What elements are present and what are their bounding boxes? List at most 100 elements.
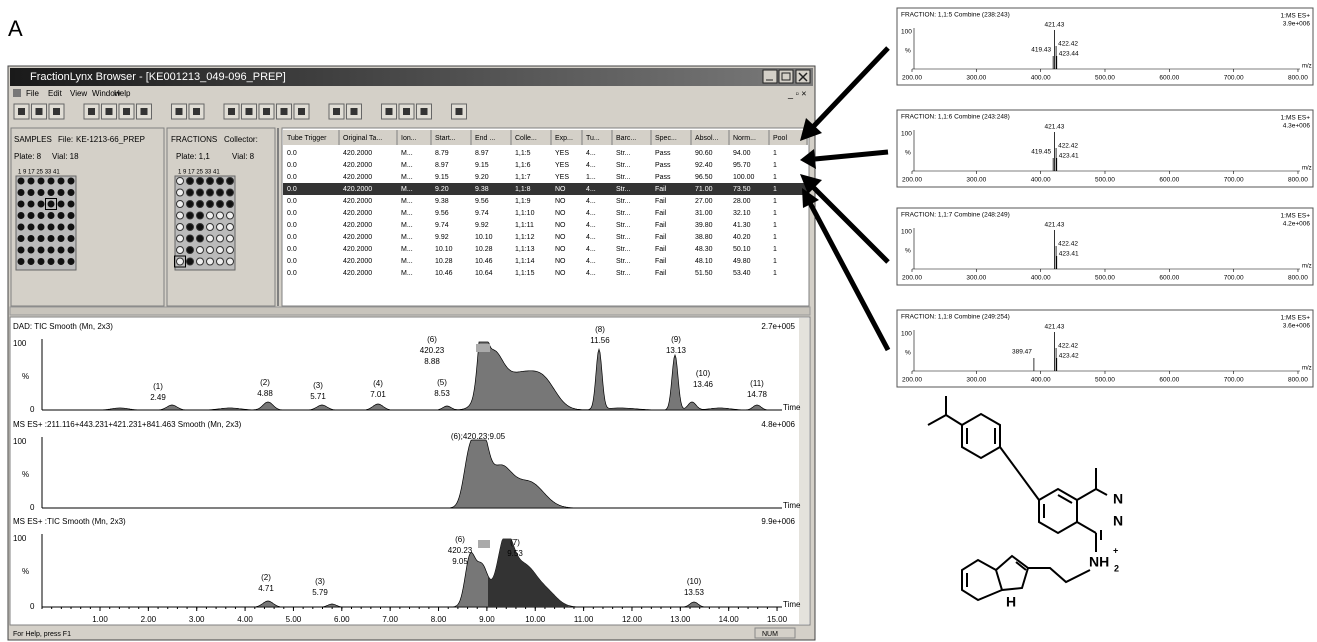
table-cell: 1 xyxy=(773,270,777,277)
spectrum-x-tick-label: 700.00 xyxy=(1224,177,1244,184)
fraction-well xyxy=(227,201,234,208)
table-cell: Str... xyxy=(616,234,630,241)
peak-label: (8) xyxy=(595,325,605,334)
spectrum-mode: 1:MS ES+ xyxy=(1281,115,1311,122)
table-cell: 8.79 xyxy=(435,150,449,157)
samples-file: KE-1213-66_PREP xyxy=(76,135,145,144)
trace-title: DAD: TIC Smooth (Mn, 2x3) xyxy=(13,322,113,331)
spectrum-x-label: m/z xyxy=(1302,264,1312,270)
spectrum-x-tick-label: 600.00 xyxy=(1159,377,1179,384)
table-cell: 1,1:14 xyxy=(515,258,535,265)
fraction-well xyxy=(187,189,194,196)
sample-well xyxy=(48,212,55,219)
menu-item[interactable]: File xyxy=(26,89,39,98)
menu-item[interactable]: View xyxy=(70,89,87,98)
peak-label: (2) xyxy=(260,378,270,387)
peak-label: 9.05 xyxy=(452,557,468,566)
x-tick-label: 1.00 xyxy=(92,615,108,624)
spectrum-peak-label: 419.45 xyxy=(1031,149,1051,156)
spectrum-panel xyxy=(897,208,1313,285)
window-title: FractionLynx Browser - [KE001213_049-096… xyxy=(30,71,286,83)
spectrum-x-tick-label: 600.00 xyxy=(1159,75,1179,82)
table-cell: Str... xyxy=(616,270,630,277)
sample-well xyxy=(28,247,35,254)
table-cell: 0.0 xyxy=(287,234,297,241)
fraction-well xyxy=(227,178,234,185)
sample-well xyxy=(18,212,25,219)
x-tick-label: 7.00 xyxy=(382,615,398,624)
menu-item[interactable]: Help xyxy=(114,89,131,98)
fraction-well xyxy=(197,201,204,208)
spectrum-peak-label: 422.42 xyxy=(1058,143,1078,150)
fraction-well xyxy=(177,235,184,242)
table-cell: 420.2000 xyxy=(343,234,372,241)
x-tick-label: 4.00 xyxy=(237,615,253,624)
x-tick-label: 8.00 xyxy=(431,615,447,624)
spectrum-x-tick-label: 700.00 xyxy=(1224,377,1244,384)
spectrum-x-tick-label: 300.00 xyxy=(966,275,986,282)
sample-well xyxy=(38,247,45,254)
x-tick-label: 6.00 xyxy=(334,615,350,624)
table-cell: 10.10 xyxy=(435,246,453,253)
spectrum-peak-label: 421.43 xyxy=(1045,324,1065,331)
table-cell: 27.00 xyxy=(695,198,713,205)
spectrum-panel xyxy=(897,310,1313,387)
sample-well xyxy=(58,224,65,231)
table-cell: Pass xyxy=(655,150,671,157)
spectrum-x-tick-label: 700.00 xyxy=(1224,275,1244,282)
table-header: Ion... xyxy=(401,135,417,142)
spectrum-scale: 3.9e+006 xyxy=(1283,21,1311,28)
trace-scale: 4.8e+006 xyxy=(761,420,795,429)
peak-label: 11.56 xyxy=(590,336,610,345)
sample-well xyxy=(28,178,35,185)
table-cell: 49.80 xyxy=(733,258,751,265)
fractions-collector: Collector: xyxy=(224,135,258,144)
sample-well xyxy=(38,235,45,242)
table-cell: 41.30 xyxy=(733,222,751,229)
toolbar-glyph xyxy=(333,108,340,115)
table-cell: 9.74 xyxy=(475,210,489,217)
table-cell: 8.97 xyxy=(435,162,449,169)
table-cell: 1 xyxy=(773,234,777,241)
spectrum-x-tick-label: 800.00 xyxy=(1288,75,1308,82)
table-cell: 95.70 xyxy=(733,162,751,169)
peak-label: (2) xyxy=(261,573,271,582)
toolbar-glyph xyxy=(351,108,358,115)
table-cell: M... xyxy=(401,198,413,205)
table-cell: 9.20 xyxy=(435,186,449,193)
table-header: Tu... xyxy=(586,135,600,142)
maximize-button[interactable] xyxy=(779,70,793,83)
fraction-well xyxy=(217,235,224,242)
y-axis-pct: % xyxy=(22,372,29,381)
scrollbar[interactable] xyxy=(799,318,809,624)
toolbar-glyph xyxy=(53,108,60,115)
fraction-well xyxy=(187,224,194,231)
trace-scale: 9.9e+006 xyxy=(761,517,795,526)
x-tick-label: 12.00 xyxy=(622,615,643,624)
minimize-button[interactable] xyxy=(763,70,777,83)
table-cell: 39.80 xyxy=(695,222,713,229)
spectrum-y-pct: % xyxy=(905,350,911,357)
table-cell: 420.2000 xyxy=(343,198,372,205)
table-cell: 420.2000 xyxy=(343,162,372,169)
spectrum-x-tick-label: 500.00 xyxy=(1095,377,1115,384)
collection-window xyxy=(476,344,490,352)
menu-item[interactable]: Edit xyxy=(48,89,63,98)
figure-label: A xyxy=(8,16,23,41)
table-cell: M... xyxy=(401,270,413,277)
fraction-well xyxy=(177,224,184,231)
fraction-well xyxy=(197,178,204,185)
table-cell: 1 xyxy=(773,258,777,265)
table-cell: M... xyxy=(401,246,413,253)
x-tick-label: 9.00 xyxy=(479,615,495,624)
fraction-well xyxy=(177,178,184,185)
peak-label: (6) xyxy=(427,335,437,344)
toolbar-glyph xyxy=(141,108,148,115)
sample-well xyxy=(18,235,25,242)
spectrum-y-top: 100 xyxy=(901,29,912,36)
spectrum-x-tick-label: 600.00 xyxy=(1159,275,1179,282)
peak-label: (4) xyxy=(373,379,383,388)
x-axis-label: Time xyxy=(783,600,801,609)
spectrum-x-tick-label: 300.00 xyxy=(966,177,986,184)
table-cell: 1,1:7 xyxy=(515,174,531,181)
